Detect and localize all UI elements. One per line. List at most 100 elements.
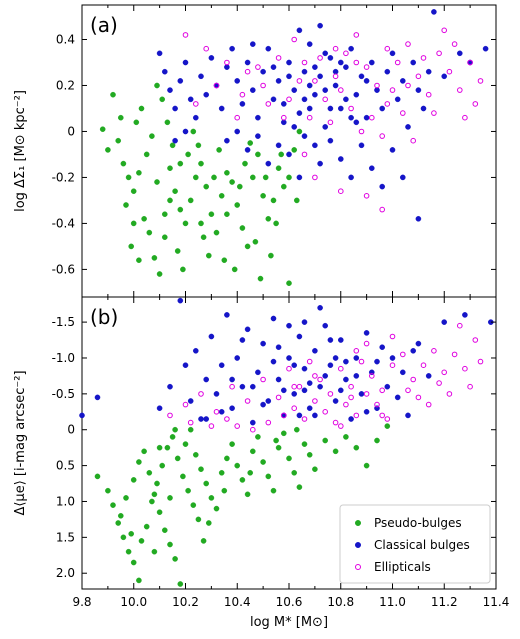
point-ellipticals [374,82,380,89]
point-ellipticals [327,119,334,126]
point-pseudo-bulges [273,437,279,444]
point-ellipticals [405,387,411,394]
point-classical-bulges [265,398,272,404]
point-classical-bulges [363,330,370,336]
point-classical-bulges [192,347,199,354]
point-classical-bulges [301,68,308,75]
point-pseudo-bulges [211,174,217,181]
point-ellipticals [379,387,386,394]
point-ellipticals [431,110,437,116]
point-classical-bulges [317,304,323,311]
point-classical-bulges [244,147,251,153]
y-tick-label: 0 [67,124,75,138]
point-ellipticals [457,322,463,329]
point-ellipticals [415,73,422,80]
x-tick-label: 10.0 [120,595,147,609]
y-tick-label: -1.5 [52,315,75,329]
point-pseudo-bulges [154,179,160,185]
point-pseudo-bulges [203,183,209,190]
point-classical-bulges [389,50,396,57]
point-pseudo-bulges [141,448,147,455]
point-classical-bulges [167,383,173,390]
point-ellipticals [420,55,427,61]
point-classical-bulges [363,408,370,415]
point-pseudo-bulges [384,423,391,429]
point-ellipticals [281,412,287,419]
point-ellipticals [425,91,432,98]
point-classical-bulges [405,124,411,130]
point-ellipticals [462,365,468,372]
point-classical-bulges [389,355,396,361]
point-ellipticals [436,50,442,57]
point-ellipticals [467,383,473,390]
point-pseudo-bulges [118,114,124,121]
point-ellipticals [363,64,370,70]
point-ellipticals [457,87,463,93]
y-tick-label: 0 [67,423,75,437]
point-classical-bulges [79,412,85,419]
point-ellipticals [441,369,448,376]
point-classical-bulges [198,73,204,80]
point-classical-bulges [198,416,204,422]
point-pseudo-bulges [174,248,181,254]
point-classical-bulges [337,337,344,343]
point-classical-bulges [161,68,168,75]
point-ellipticals [286,365,292,372]
point-classical-bulges [348,174,354,181]
point-ellipticals [332,73,339,80]
point-pseudo-bulges [198,220,204,227]
point-classical-bulges [156,50,163,57]
point-pseudo-bulges [255,151,261,158]
legend-marker-classical-bulges [355,542,362,549]
point-pseudo-bulges [120,534,127,541]
point-ellipticals [250,426,256,433]
point-ellipticals [353,32,360,38]
point-pseudo-bulges [130,188,137,194]
point-classical-bulges [218,105,225,112]
point-ellipticals [405,82,411,89]
point-classical-bulges [229,405,235,412]
point-pseudo-bulges [174,455,181,462]
point-pseudo-bulges [249,174,256,181]
point-classical-bulges [353,119,360,126]
x-tick-label: 10.6 [276,595,303,609]
point-classical-bulges [363,114,370,121]
point-pseudo-bulges [275,444,282,451]
point-pseudo-bulges [293,426,300,433]
point-ellipticals [244,68,251,75]
point-pseudo-bulges [182,441,189,447]
point-pseudo-bulges [94,473,101,480]
point-classical-bulges [312,64,318,70]
point-ellipticals [291,405,298,412]
point-pseudo-bulges [200,538,207,544]
point-classical-bulges [234,355,240,361]
point-classical-bulges [275,376,282,383]
point-classical-bulges [410,59,417,66]
point-pseudo-bulges [312,466,318,473]
point-classical-bulges [425,373,432,379]
point-classical-bulges [441,319,448,325]
point-ellipticals [275,394,282,401]
point-classical-bulges [182,128,189,135]
point-pseudo-bulges [136,169,142,176]
point-pseudo-bulges [123,495,129,501]
point-ellipticals [410,376,417,383]
point-ellipticals [265,419,272,426]
point-ellipticals [224,416,230,422]
point-ellipticals [301,151,308,158]
point-classical-bulges [379,183,386,190]
point-classical-bulges [280,101,287,107]
point-ellipticals [425,401,432,408]
point-classical-bulges [286,59,292,66]
point-classical-bulges [244,59,251,66]
x-axis-label: log M* [M⊙] [250,615,328,630]
panel-b-y-axis-label: Δ⟨μe⟩ [i-mag arcsec⁻²] [13,370,28,515]
point-pseudo-bulges [128,243,134,250]
point-pseudo-bulges [138,105,145,112]
point-pseudo-bulges [200,234,207,240]
point-pseudo-bulges [205,252,212,259]
point-classical-bulges [229,45,235,52]
point-classical-bulges [187,96,194,103]
point-classical-bulges [275,344,282,351]
point-classical-bulges [291,87,298,93]
